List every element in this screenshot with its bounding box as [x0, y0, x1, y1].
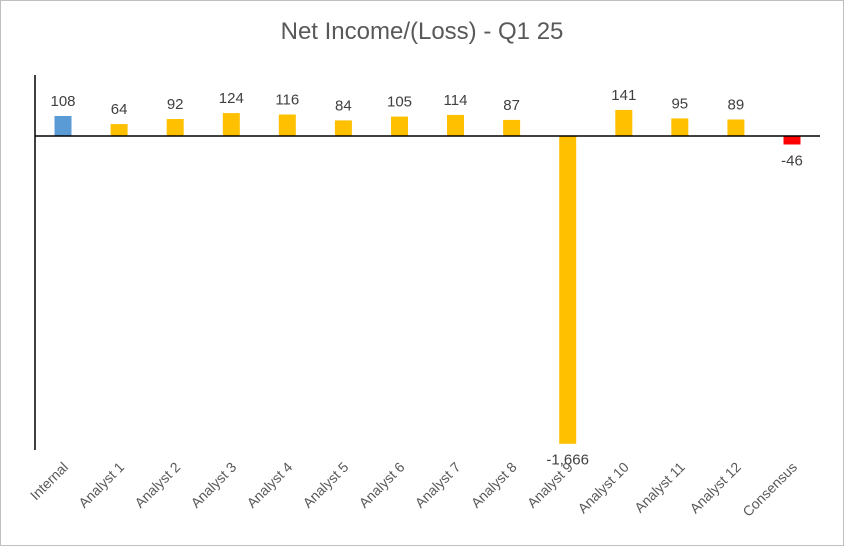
category-tick-group: Internal Analyst 1 Analyst 2 Analyst 3 Analy… [27, 459, 800, 520]
data-label: 124 [219, 90, 244, 107]
bar-analyst-6 [391, 116, 408, 136]
category-tick-label: Consensus [739, 459, 800, 520]
category-tick-label: Analyst 7 [412, 459, 464, 511]
bar-analyst-9 [559, 136, 577, 444]
category-tick-label: Analyst 6 [356, 459, 408, 511]
bar-analyst-7 [447, 114, 464, 136]
category-tick-label: Analyst 8 [468, 459, 520, 511]
data-label: 108 [50, 93, 75, 110]
data-label: 116 [275, 92, 299, 109]
bar-analyst-4 [278, 114, 296, 136]
category-tick-label: Analyst 5 [299, 459, 351, 511]
bar-analyst-2 [166, 119, 184, 136]
bar-group [54, 109, 801, 444]
bar-analyst-1 [110, 124, 128, 136]
bar-consensus [783, 136, 801, 145]
data-label: 95 [671, 95, 688, 112]
bar-analyst-5 [334, 120, 352, 136]
bar-internal [54, 116, 72, 136]
category-tick-label: Analyst 4 [243, 459, 295, 511]
data-label: 105 [387, 94, 412, 111]
category-tick-label: Analyst 12 [686, 459, 744, 517]
data-label: 114 [444, 92, 468, 109]
bar-analyst-12 [727, 119, 745, 136]
bar-analyst-11 [671, 118, 689, 136]
data-label: 141 [611, 87, 636, 104]
data-label: -1,666 [546, 452, 589, 469]
chart-title: Net Income/(Loss) - Q1 25 [280, 18, 564, 45]
category-tick-label: Analyst 3 [187, 459, 239, 511]
bar-analyst-3 [222, 113, 240, 136]
data-label: 89 [728, 97, 745, 114]
category-tick-label: Analyst 1 [75, 459, 127, 511]
category-tick-label: Internal [27, 459, 71, 503]
data-label: -46 [781, 153, 803, 170]
category-tick-label: Analyst 11 [631, 459, 688, 516]
data-label: 92 [167, 96, 184, 113]
category-tick-label: Analyst 2 [131, 459, 183, 511]
bar-analyst-8 [503, 119, 521, 136]
data-label: 84 [335, 97, 352, 114]
data-label: 64 [111, 101, 128, 118]
axes [34, 75, 820, 450]
data-label: 87 [503, 97, 520, 114]
bar-analyst-10 [615, 109, 633, 136]
data-label-group: 108 64 92 124 116 84 105 114 87 -1,666 141 95 89 -46 [50, 87, 802, 469]
